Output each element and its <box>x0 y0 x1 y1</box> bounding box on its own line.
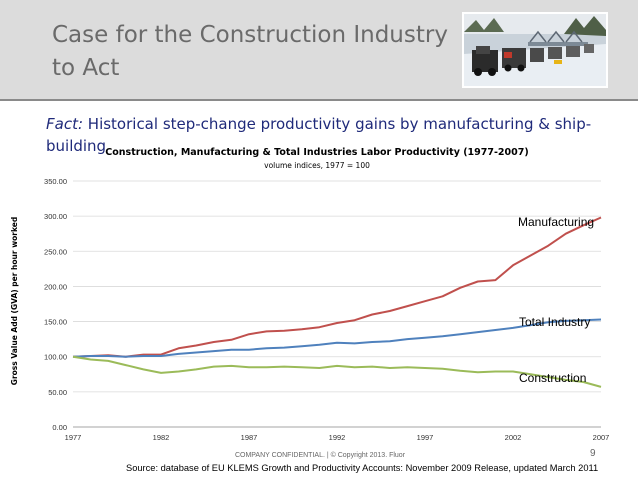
fact-label: Fact: <box>46 115 84 133</box>
x-axis-ticks: 1977 1982 1987 1992 1997 2002 2007 <box>65 433 610 442</box>
source-citation: Source: database of EU KLEMS Growth and … <box>126 463 599 473</box>
slide-title: Case for the Construction Industry to Ac… <box>52 22 448 81</box>
chart-title: Construction, Manufacturing & Total Indu… <box>105 147 528 158</box>
y-tick-label: 300.00 <box>44 212 67 221</box>
y-axis-label: Gross Value Add (GVA) per hour worked <box>10 217 19 385</box>
x-tick-label: 1992 <box>329 433 346 442</box>
y-tick-label: 50.00 <box>48 388 67 397</box>
x-tick-label: 2007 <box>593 433 610 442</box>
y-tick-label: 100.00 <box>44 353 67 362</box>
chart-gridlines <box>73 180 601 428</box>
series-label-total-industry: Total Industry <box>519 315 590 329</box>
y-tick-label: 200.00 <box>44 282 67 291</box>
x-tick-label: 1977 <box>65 433 82 442</box>
page-number: 9 <box>590 448 596 459</box>
slide-header: Case for the Construction Industry to Ac… <box>0 0 638 101</box>
x-tick-label: 2002 <box>505 433 522 442</box>
y-tick-label: 350.00 <box>44 177 67 186</box>
y-axis-ticks: 0.00 50.00 100.00 150.00 200.00 250.00 300.00 3… <box>44 177 67 432</box>
series-line-total-industry <box>72 318 602 358</box>
fact-statement: Fact: Historical step-change productivit… <box>46 113 606 157</box>
y-tick-label: 150.00 <box>44 318 67 327</box>
x-tick-label: 1982 <box>153 433 170 442</box>
construction-vehicles-image <box>464 14 606 86</box>
series-line-construction <box>72 355 602 388</box>
series-line-manufacturing <box>72 216 602 358</box>
chart-series <box>72 216 602 388</box>
confidential-notice: COMPANY CONFIDENTIAL. | © Copyright 2013… <box>234 452 406 459</box>
series-labels: Manufacturing Total Industry Construction <box>518 215 594 385</box>
x-tick-label: 1987 <box>241 433 258 442</box>
chart-subtitle: volume indices, 1977 = 100 <box>264 161 370 170</box>
y-tick-label: 250.00 <box>44 247 67 256</box>
series-label-manufacturing: Manufacturing <box>518 215 594 229</box>
header-photo <box>462 12 608 88</box>
productivity-chart: Construction, Manufacturing & Total Indu… <box>10 147 610 442</box>
series-label-construction: Construction <box>519 371 586 385</box>
y-tick-label: 0.00 <box>52 423 67 432</box>
x-tick-label: 1997 <box>417 433 434 442</box>
fact-text: Historical step-change productivity gain… <box>46 115 592 155</box>
